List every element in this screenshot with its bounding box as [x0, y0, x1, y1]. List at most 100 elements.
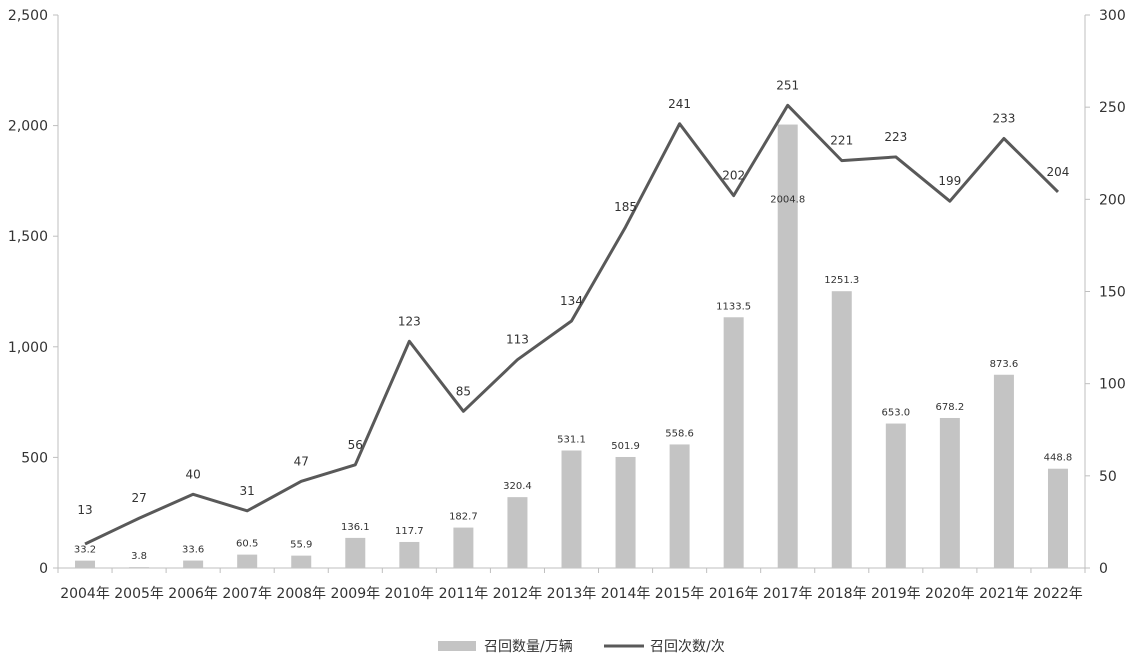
line-data-label: 185: [614, 200, 637, 214]
bar: [669, 444, 690, 568]
line-data-label: 251: [776, 78, 799, 92]
right-tick-label: 200: [1099, 192, 1126, 208]
left-y-axis: 0 500 1,000 1,500 2,000 2,500: [8, 8, 59, 577]
bar-data-label: 1133.5: [716, 301, 751, 312]
x-tick-label: 2017年: [763, 586, 813, 602]
bar-data-label: 873.6: [990, 359, 1019, 370]
bar: [885, 423, 906, 568]
right-tick-label: 50: [1099, 469, 1117, 485]
x-tick-label: 2009年: [330, 586, 380, 602]
line-data-label: 221: [830, 134, 853, 148]
line-data-label: 199: [938, 174, 961, 188]
right-tick-label: 100: [1099, 377, 1126, 393]
bar-data-label: 60.5: [236, 539, 258, 550]
bar: [723, 317, 744, 568]
x-tick-label: 2007年: [222, 586, 272, 602]
line-data-label: 31: [240, 484, 255, 498]
right-tick-label: 300: [1099, 8, 1126, 24]
bar-data-label: 531.1: [557, 435, 586, 446]
legend: 召回数量/万辆 召回次数/次: [438, 639, 725, 655]
line-data-label: 202: [722, 169, 745, 183]
bar-data-label: 136.1: [341, 522, 370, 533]
legend-bar-label: 召回数量/万辆: [484, 639, 573, 655]
left-tick-label: 2,500: [8, 8, 48, 24]
bar: [291, 555, 312, 568]
bar: [831, 291, 852, 568]
left-tick-label: 2,000: [8, 119, 48, 135]
x-tick-label: 2016年: [709, 586, 759, 602]
line-data-label: 241: [668, 97, 691, 111]
bar: [507, 497, 528, 568]
bar-data-label: 3.8: [131, 551, 147, 562]
bar-data-label: 117.7: [395, 526, 424, 537]
right-tick-label: 150: [1099, 285, 1126, 301]
bar: [129, 567, 150, 568]
bar-data-label: 55.9: [290, 540, 312, 551]
right-tick-label: 250: [1099, 100, 1126, 116]
bar: [561, 450, 582, 568]
bar-series: 33.2 3.8 33.6 60.5 55.9 136.1 117.7 182.7 320.4 5…: [74, 124, 1073, 568]
bar: [993, 374, 1014, 568]
x-tick-label: 2019年: [871, 586, 921, 602]
bar: [1047, 468, 1068, 568]
x-tick-label: 2015年: [655, 586, 705, 602]
line-data-label: 233: [992, 112, 1015, 126]
bar: [399, 541, 420, 568]
line-data-label: 134: [560, 294, 583, 308]
line-data-label: 123: [398, 314, 421, 328]
right-tick-label: 0: [1099, 561, 1108, 577]
x-tick-label: 2004年: [60, 586, 110, 602]
bar: [777, 124, 798, 568]
bar-data-label: 558.6: [665, 428, 694, 439]
bar: [939, 417, 960, 568]
x-tick-label: 2014年: [601, 586, 651, 602]
bar-data-label: 653.0: [881, 408, 910, 419]
line-data-label: 223: [884, 130, 907, 144]
x-tick-label: 2011年: [439, 586, 489, 602]
bar: [237, 554, 258, 568]
line-data-label: 13: [77, 503, 92, 517]
bar-data-label: 501.9: [611, 441, 640, 452]
x-tick-label: 2013年: [547, 586, 597, 602]
bar: [183, 560, 204, 568]
bar: [75, 560, 96, 568]
line-path: [84, 103, 1060, 546]
x-tick-label: 2010年: [385, 586, 435, 602]
bar-data-label: 678.2: [936, 402, 965, 413]
x-tick-label: 2020年: [925, 586, 975, 602]
x-tick-label: 2005年: [114, 586, 164, 602]
x-tick-label: 2012年: [493, 586, 543, 602]
line-data-label: 85: [456, 384, 471, 398]
bar-data-label: 33.2: [74, 545, 96, 556]
left-tick-label: 500: [21, 450, 48, 466]
bar-data-label: 182.7: [449, 512, 478, 523]
bar-data-label: 320.4: [503, 481, 532, 492]
line-data-label: 113: [506, 333, 529, 347]
legend-bar-swatch: [438, 641, 476, 651]
left-tick-label: 1,500: [8, 229, 48, 245]
x-tick-label: 2006年: [168, 586, 218, 602]
bar: [453, 527, 474, 568]
bar-data-label: 33.6: [182, 545, 204, 556]
legend-line-label: 召回次数/次: [650, 639, 725, 655]
bar-data-label: 1251.3: [824, 275, 859, 286]
line-series: 13 27 40 31 47 56 123 85 113 134 185 241 202 251 221 22…: [77, 78, 1070, 546]
left-tick-label: 1,000: [8, 340, 48, 356]
left-tick-label: 0: [39, 561, 48, 577]
line-data-label: 204: [1047, 165, 1070, 179]
line-data-label: 47: [294, 454, 309, 468]
right-y-axis: 0 50 100 150 200 250 300: [1084, 8, 1126, 577]
bar: [615, 456, 636, 568]
line-data-label: 27: [131, 491, 146, 505]
bar: [345, 537, 366, 568]
x-tick-label: 2018年: [817, 586, 867, 602]
bar-data-label: 448.8: [1044, 453, 1073, 464]
x-tick-label: 2008年: [276, 586, 326, 602]
x-tick-label: 2022年: [1033, 586, 1083, 602]
x-tick-label: 2021年: [979, 586, 1029, 602]
line-data-label: 56: [348, 438, 363, 452]
line-data-label: 40: [185, 467, 200, 481]
bar-data-label: 2004.8: [770, 195, 805, 206]
x-axis: 2004年 2005年 2006年 2007年 2008年 2009年 2010年 2011年…: [57, 567, 1086, 602]
